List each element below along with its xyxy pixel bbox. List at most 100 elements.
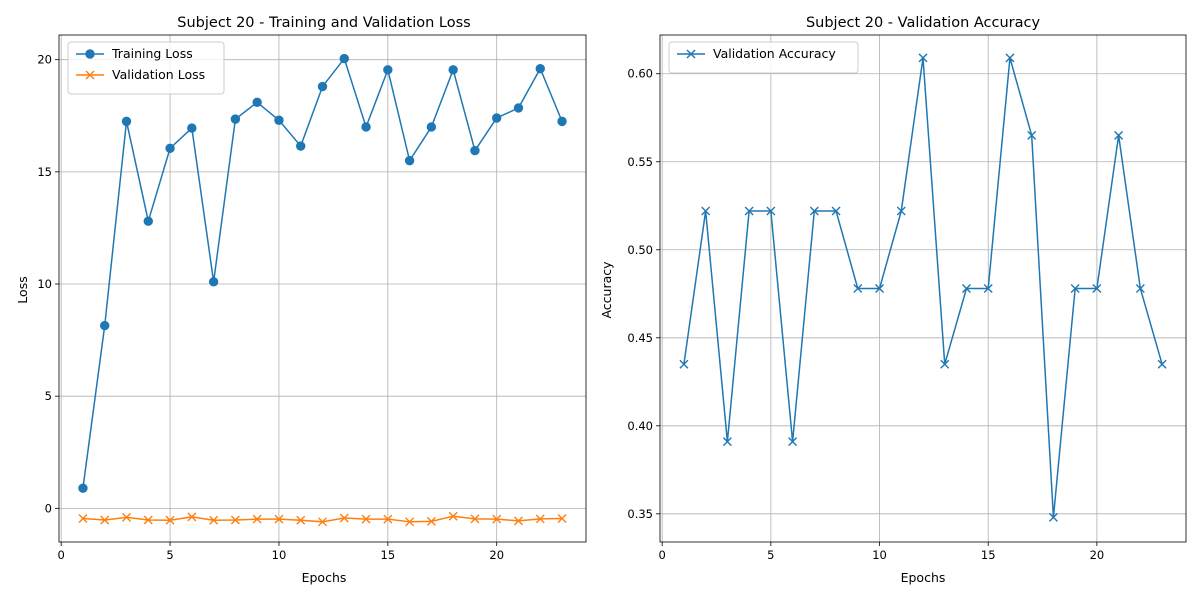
- accuracy-series-0-point: [679, 359, 689, 369]
- loss-chart-title: Subject 20 - Training and Validation Los…: [177, 15, 470, 31]
- loss-series-1-point: [143, 515, 153, 525]
- loss-series-1-point: [492, 514, 502, 524]
- accuracy-ytick-label: 0.40: [627, 419, 653, 433]
- accuracy-series-0-point: [1005, 53, 1015, 63]
- accuracy-series-0-point: [896, 206, 906, 216]
- loss-series-1-point: [78, 513, 88, 523]
- accuracy-legend-box: [668, 41, 859, 74]
- loss-series-1-point: [383, 514, 393, 524]
- loss-series-1-point: [209, 515, 219, 525]
- loss-series-0-point: [274, 115, 284, 125]
- loss-series-1-point: [557, 513, 567, 523]
- accuracy-series-0-point: [766, 206, 776, 216]
- accuracy-series-0-point: [1027, 130, 1037, 140]
- loss-series-1-point: [470, 514, 480, 524]
- accuracy-ytick-label: 0.60: [627, 67, 653, 81]
- loss-series-1-point: [339, 513, 349, 523]
- loss-xtick-label: 10: [272, 548, 287, 562]
- loss-chart-xlabel: Epochs: [302, 570, 347, 585]
- accuracy-legend-marker: [686, 49, 696, 59]
- accuracy-chart-ylabel: Accuracy: [599, 261, 614, 319]
- loss-series-1-point: [122, 512, 132, 522]
- loss-series-line-0: [82, 56, 563, 489]
- loss-series-0-point: [448, 65, 458, 75]
- loss-ytick-label: 15: [37, 165, 52, 179]
- loss-series-0-point: [230, 114, 241, 124]
- loss-ytick-label: 20: [37, 53, 52, 67]
- loss-series-0-point: [208, 277, 219, 287]
- accuracy-series-0-point: [1048, 512, 1058, 522]
- accuracy-series-0-point: [1135, 284, 1145, 293]
- loss-series-0-point: [296, 141, 306, 151]
- loss-xtick-label: 15: [381, 548, 396, 562]
- loss-legend-marker: [85, 49, 95, 59]
- loss-series-0-point: [557, 116, 567, 127]
- loss-series-1-point: [252, 514, 262, 524]
- loss-ytick-label: 5: [45, 389, 52, 403]
- loss-legend-box: [67, 41, 225, 95]
- accuracy-series-0-point: [744, 206, 754, 216]
- accuracy-series-0-point: [961, 284, 971, 293]
- accuracy-chart-title: Subject 20 - Validation Accuracy: [806, 15, 1041, 31]
- accuracy-series-0-point: [831, 206, 841, 216]
- accuracy-xtick-label: 20: [1090, 548, 1105, 562]
- loss-series-0-point: [513, 103, 524, 113]
- loss-legend-label: Training Loss: [111, 46, 193, 61]
- accuracy-ytick-label: 0.55: [627, 155, 653, 169]
- loss-series-0-point: [470, 145, 480, 156]
- accuracy-series-0-point: [701, 206, 711, 216]
- accuracy-series-0-point: [1114, 130, 1124, 140]
- loss-chart-legend: Training Loss Validation Loss: [67, 41, 225, 95]
- accuracy-series-0-point: [940, 359, 950, 369]
- loss-series-0-point: [100, 320, 110, 331]
- accuracy-xtick-label: 10: [872, 548, 887, 562]
- accuracy-series-0-point: [853, 284, 863, 293]
- accuracy-series-line-0: [683, 57, 1163, 518]
- loss-series-1-point: [318, 517, 327, 527]
- accuracy-legend-label: Validation Accuracy: [713, 46, 836, 61]
- accuracy-chart-frame: [659, 34, 1187, 543]
- loss-chart-frame: [58, 34, 587, 543]
- loss-series-1-point: [230, 515, 240, 525]
- accuracy-series-0-point: [1070, 284, 1080, 293]
- loss-series-1-point: [274, 514, 284, 524]
- loss-series-0-point: [78, 483, 88, 493]
- loss-series-0-point: [187, 123, 197, 133]
- loss-series-0-point: [404, 155, 415, 166]
- loss-series-1-point: [100, 515, 110, 525]
- loss-series-1-point: [426, 516, 436, 526]
- loss-series-0-point: [492, 113, 502, 123]
- loss-series-0-point: [535, 63, 545, 74]
- accuracy-series-0-point: [1157, 359, 1167, 369]
- accuracy-series-0-point: [809, 206, 819, 216]
- loss-series-1-point: [405, 517, 415, 527]
- loss-ytick-label: 0: [45, 501, 52, 515]
- loss-series-0-point: [165, 143, 175, 153]
- accuracy-series-0-point: [722, 437, 732, 447]
- accuracy-ytick-label: 0.50: [627, 243, 653, 257]
- accuracy-chart-legend: Validation Accuracy: [668, 41, 859, 74]
- loss-chart: Subject 20 - Training and Validation Los…: [15, 15, 587, 585]
- loss-xtick-label: 20: [489, 548, 504, 562]
- accuracy-xtick-label: 5: [767, 548, 774, 562]
- loss-series-0-point: [383, 65, 393, 75]
- loss-legend-marker: [85, 70, 95, 80]
- loss-chart-ylabel: Loss: [15, 276, 30, 303]
- loss-series-1-point: [165, 515, 175, 525]
- accuracy-series-0-point: [983, 284, 993, 293]
- loss-xtick-label: 0: [58, 548, 65, 562]
- loss-series-1-point: [535, 514, 545, 524]
- accuracy-ytick-label: 0.45: [627, 331, 653, 345]
- loss-series-1-point: [187, 512, 197, 522]
- loss-ytick-label: 10: [37, 277, 52, 291]
- accuracy-series-0-point: [875, 284, 885, 293]
- loss-series-1-point: [296, 515, 306, 525]
- loss-series-0-point: [143, 216, 153, 226]
- loss-series-0-point: [339, 53, 349, 64]
- loss-series-1-point: [513, 516, 523, 526]
- loss-series-0-point: [252, 97, 262, 108]
- loss-series-1-point: [448, 511, 458, 521]
- accuracy-series-0-point: [788, 437, 798, 447]
- loss-series-1-point: [361, 514, 371, 524]
